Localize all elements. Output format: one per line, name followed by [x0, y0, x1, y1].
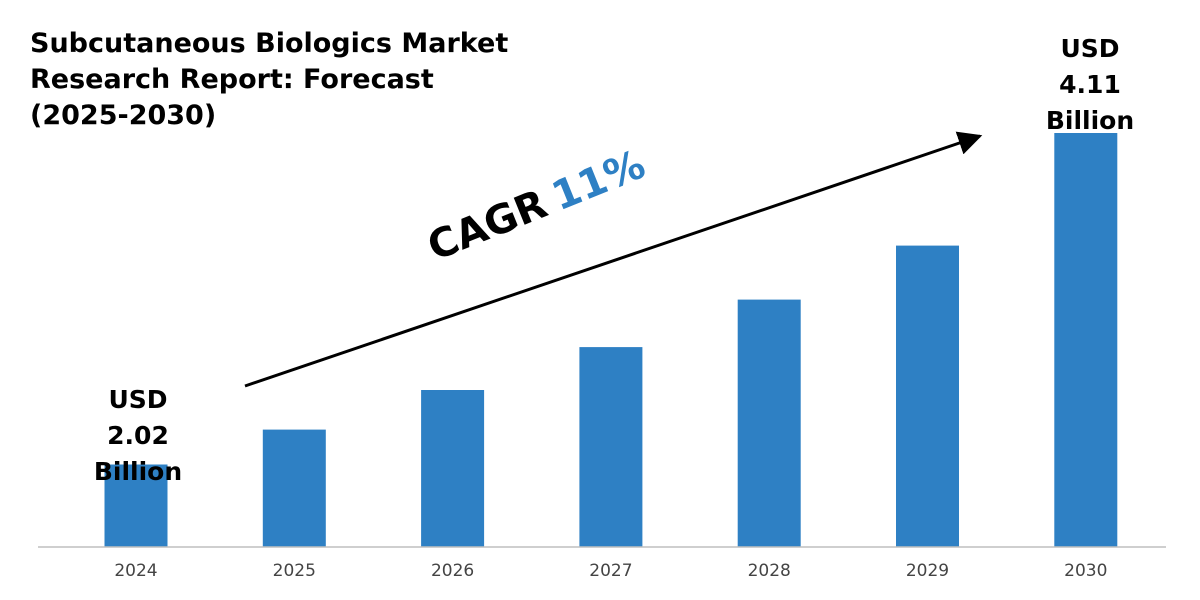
cagr-trend-arrow — [244, 131, 983, 388]
title-line-2: Research Report: Forecast — [30, 64, 434, 95]
x-tick-label-2027: 2027 — [589, 561, 632, 581]
bar-2025 — [262, 429, 326, 547]
bar-2027 — [579, 347, 643, 547]
x-tick-label-2030: 2030 — [1064, 561, 1107, 581]
x-tick-label-2029: 2029 — [906, 561, 949, 581]
bar-2028 — [737, 299, 801, 547]
x-tick-label-2026: 2026 — [431, 561, 474, 581]
start-value-amount: 2.02 — [107, 421, 169, 450]
x-tick-labels: 2024 2025 2026 2027 2028 2029 2030 — [114, 561, 1107, 581]
end-value-unit: Billion — [1045, 106, 1135, 135]
x-tick-label-2028: 2028 — [748, 561, 791, 581]
title-line-3: (2025-2030) — [30, 100, 217, 131]
start-value-currency: USD — [108, 385, 168, 414]
start-value-callout: USD 2.02 Billion — [78, 382, 198, 490]
x-tick-label-2025: 2025 — [273, 561, 316, 581]
bars-layer — [104, 133, 1118, 547]
title-line-1: Subcutaneous Biologics Market — [30, 28, 509, 59]
end-value-callout: USD 4.11 Billion — [1030, 31, 1150, 139]
x-tick-label-2024: 2024 — [114, 561, 157, 581]
bar-2029 — [896, 245, 959, 547]
chart-title: Subcutaneous Biologics Market Research R… — [30, 26, 550, 134]
bar-2026 — [421, 390, 485, 547]
end-value-currency: USD — [1060, 34, 1120, 63]
end-value-amount: 4.11 — [1059, 70, 1121, 99]
bar-2030 — [1054, 133, 1118, 547]
bar-2024 — [104, 464, 168, 547]
start-value-unit: Billion — [93, 457, 183, 486]
